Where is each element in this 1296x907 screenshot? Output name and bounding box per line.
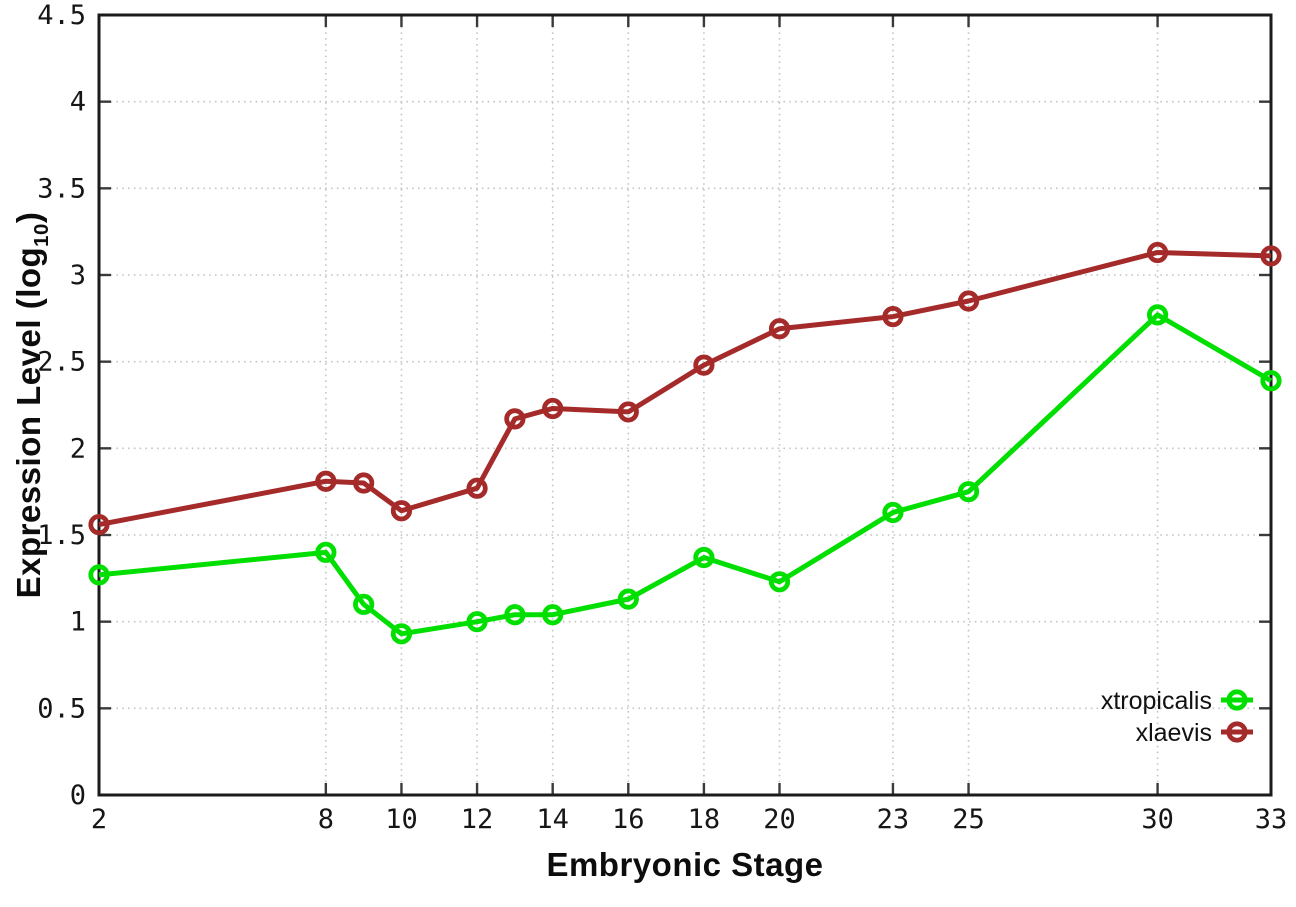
x-tick-label: 30: [1141, 804, 1174, 835]
x-tick-label: 33: [1255, 804, 1288, 835]
legend-sample-point-xlaevis: [1226, 721, 1248, 743]
series-line-xlaevis: [98, 249, 1272, 528]
legend-label-xtropicalis: xtropicalis: [1101, 687, 1212, 715]
series-point-xtropicalis: [390, 623, 413, 645]
x-tick-label: 16: [612, 804, 645, 835]
x-tick-label: 8: [318, 804, 334, 835]
series-point-xlaevis: [768, 318, 791, 340]
series-point-xtropicalis: [693, 546, 715, 569]
plot-border: [97, 13, 1273, 797]
series-point-xlaevis: [882, 305, 904, 328]
series-point-xlaevis: [1146, 241, 1169, 264]
legend-sample-point-xtropicalis: [1226, 689, 1248, 711]
series-point-xlaevis: [353, 472, 375, 494]
x-axis-title: Embryonic Stage: [546, 846, 824, 883]
y-tick-label: 4: [70, 87, 86, 118]
x-tick-label: 20: [763, 804, 796, 835]
legend-label-xlaevis: xlaevis: [1136, 719, 1212, 747]
series-point-xlaevis: [693, 354, 715, 376]
series-point-xtropicalis: [768, 571, 791, 593]
y-axis-title-subscript: 10: [29, 223, 53, 247]
y-tick-label: 4.5: [37, 0, 86, 31]
y-tick-label: 3.5: [37, 173, 86, 204]
y-axis-title-suffix: ): [10, 211, 48, 224]
series-point-xtropicalis: [1146, 304, 1169, 326]
x-tick-label: 18: [688, 804, 721, 835]
series-point-xtropicalis: [542, 604, 564, 626]
series-point-xtropicalis: [882, 501, 904, 524]
series-point-xtropicalis: [88, 564, 110, 586]
series-point-xlaevis: [1260, 245, 1282, 267]
x-tick-label: 25: [952, 804, 985, 835]
y-tick-label: 1: [70, 607, 86, 638]
series-point-xtropicalis: [315, 541, 337, 563]
series-point-xlaevis: [504, 408, 526, 430]
x-tick-label: 14: [536, 804, 569, 835]
x-tick-label: 23: [877, 804, 910, 835]
series-point-xlaevis: [957, 290, 980, 312]
series-point-xlaevis: [542, 397, 564, 420]
series-point-xlaevis: [466, 477, 488, 499]
y-tick-label: 3: [70, 260, 86, 291]
x-tick-label: 2: [91, 804, 107, 835]
y-tick-label: 2: [70, 433, 86, 464]
y-axis-title: Expression Level (log10): [10, 212, 54, 599]
series-point-xlaevis: [617, 401, 639, 423]
y-tick-label: 0.5: [37, 693, 86, 724]
x-tick-label: 12: [461, 804, 494, 835]
series-point-xtropicalis: [504, 604, 526, 626]
series-point-xtropicalis: [466, 611, 488, 633]
series-point-xtropicalis: [1260, 370, 1282, 392]
y-tick-label: 0: [70, 780, 86, 811]
y-axis-title-text: Expression Level (log: [10, 246, 48, 599]
series-point-xlaevis: [88, 513, 110, 536]
series-point-xtropicalis: [353, 593, 375, 615]
series-point-xlaevis: [315, 470, 337, 492]
series-point-xtropicalis: [617, 588, 639, 610]
y-tick-label: 1.5: [37, 520, 86, 551]
y-tick-label: 2.5: [37, 347, 86, 378]
series-point-xtropicalis: [957, 481, 980, 503]
x-tick-label: 10: [385, 804, 418, 835]
series-line-xtropicalis: [98, 312, 1273, 637]
series-point-xlaevis: [390, 500, 413, 522]
